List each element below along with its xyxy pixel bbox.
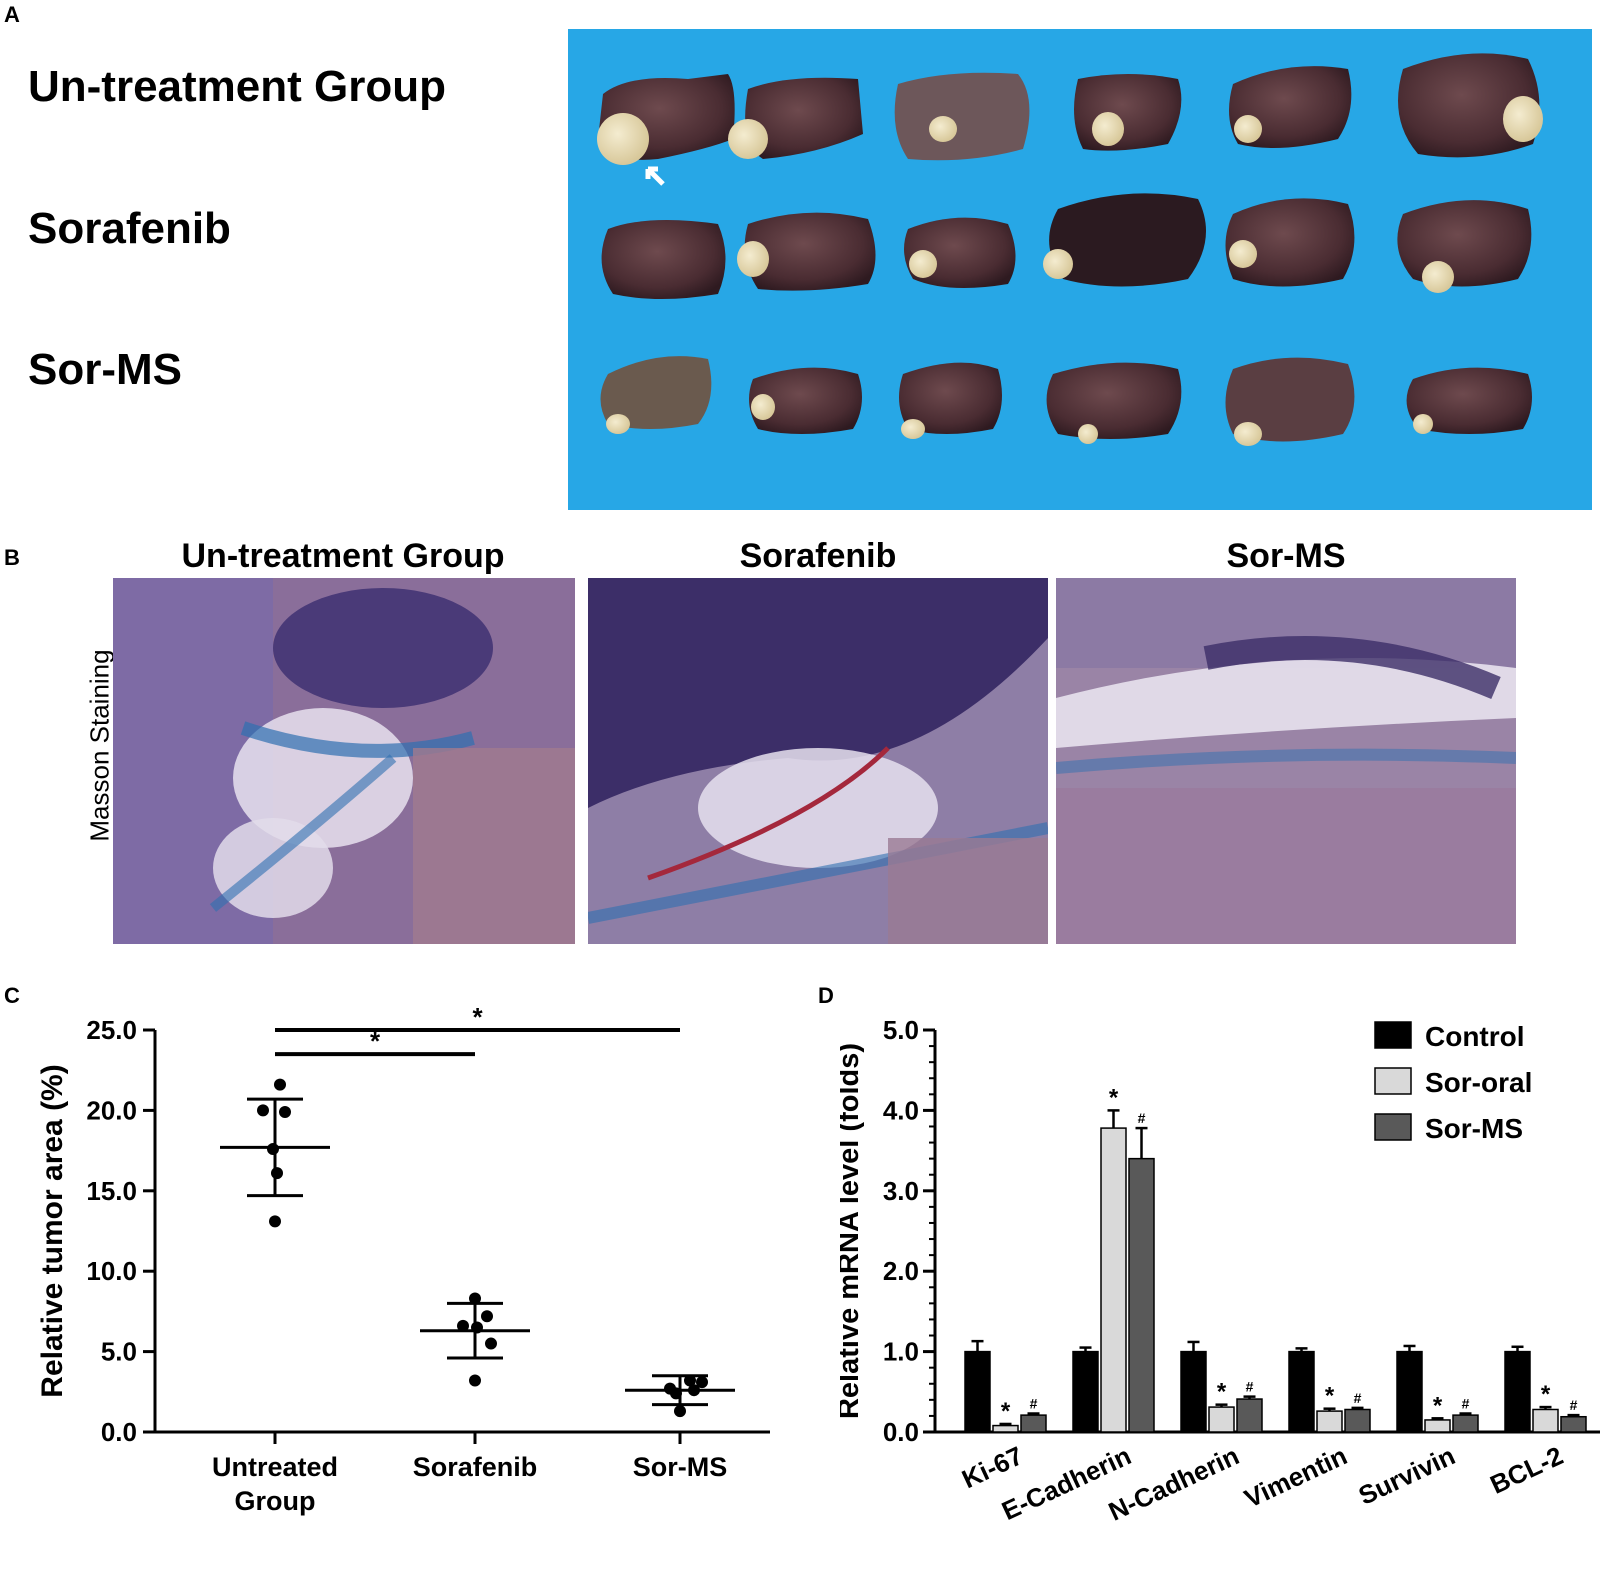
x-tick-label: Group bbox=[235, 1486, 316, 1516]
significance-mark: # bbox=[1462, 1396, 1470, 1412]
significance-mark: * bbox=[370, 1026, 381, 1056]
y-tick-label: 0.0 bbox=[101, 1417, 137, 1447]
data-point bbox=[457, 1319, 469, 1332]
data-point bbox=[696, 1376, 708, 1389]
legend-swatch bbox=[1374, 1021, 1412, 1049]
legend-label: Sor-oral bbox=[1425, 1067, 1532, 1098]
histology-image-sorafenib bbox=[588, 578, 1048, 944]
bar bbox=[1344, 1408, 1371, 1433]
y-tick-label: 20.0 bbox=[86, 1095, 137, 1125]
significance-mark: * bbox=[1325, 1383, 1335, 1410]
data-point bbox=[481, 1310, 493, 1323]
bar bbox=[1100, 1127, 1127, 1433]
y-tick-label: 10.0 bbox=[86, 1256, 137, 1286]
y-axis-label: Relative tumor area (%) bbox=[36, 1064, 69, 1397]
significance-mark: * bbox=[1217, 1379, 1227, 1406]
significance-mark: * bbox=[472, 1002, 483, 1032]
histology-title-untreated: Un-treatment Group bbox=[181, 537, 505, 575]
bar bbox=[1424, 1419, 1451, 1433]
histology-title-sorafenib: Sorafenib bbox=[739, 537, 897, 575]
x-tick-label: Ki-67 bbox=[957, 1440, 1027, 1494]
bar bbox=[1208, 1406, 1235, 1433]
group-label-untreated: Un-treatment Group bbox=[28, 62, 446, 111]
bar bbox=[1532, 1408, 1559, 1433]
data-point bbox=[469, 1374, 481, 1387]
y-tick-label: 2.0 bbox=[883, 1256, 919, 1286]
significance-mark: * bbox=[1001, 1398, 1011, 1425]
significance-mark: * bbox=[1541, 1381, 1551, 1408]
legend-swatch bbox=[1374, 1067, 1412, 1095]
bar bbox=[964, 1350, 991, 1433]
histology-title-sor-ms: Sor-MS bbox=[1226, 537, 1346, 575]
bar bbox=[992, 1424, 1019, 1433]
data-point bbox=[674, 1405, 686, 1418]
data-point bbox=[257, 1104, 269, 1117]
data-point bbox=[485, 1337, 497, 1350]
y-axis-label: Relative mRNA level (folds) bbox=[840, 1043, 865, 1419]
panel-letter-d: D bbox=[818, 983, 834, 1008]
y-tick-label: 1.0 bbox=[883, 1337, 919, 1367]
bar bbox=[1504, 1350, 1531, 1433]
bar bbox=[1072, 1350, 1099, 1433]
y-tick-label: 5.0 bbox=[101, 1337, 137, 1367]
data-point bbox=[267, 1142, 279, 1155]
significance-mark: # bbox=[1570, 1397, 1578, 1413]
mrna-level-bar-chart: 0.0 1.0 2.0 3.0 4.0 5.0 Relative mRNA level (f… bbox=[840, 1015, 1600, 1527]
histology-image-sor-ms bbox=[1056, 578, 1516, 944]
tumor-area-scatter-chart: 0.0 5.0 10.0 15.0 20.0 25.0 Relative tumor are… bbox=[36, 1002, 770, 1516]
liver-specimens-image bbox=[597, 53, 1543, 446]
y-tick-label: 4.0 bbox=[883, 1095, 919, 1125]
group-label-sorafenib: Sorafenib bbox=[28, 204, 231, 253]
masson-staining-label: Masson Staining bbox=[84, 649, 115, 842]
data-point bbox=[684, 1374, 696, 1387]
data-point bbox=[469, 1292, 481, 1305]
x-tick-label: Sorafenib bbox=[413, 1452, 538, 1482]
bar bbox=[1288, 1350, 1315, 1433]
x-tick-label: Sor-MS bbox=[633, 1452, 728, 1482]
bar bbox=[1560, 1415, 1587, 1433]
significance-mark: # bbox=[1246, 1379, 1254, 1395]
y-tick-label: 5.0 bbox=[883, 1015, 919, 1045]
significance-mark: * bbox=[1109, 1084, 1119, 1111]
arrow-icon bbox=[645, 166, 665, 186]
x-tick-label: BCL-2 bbox=[1485, 1440, 1567, 1500]
x-tick-label: Survivin bbox=[1354, 1440, 1460, 1511]
significance-mark: # bbox=[1030, 1396, 1038, 1412]
histology-image-untreated bbox=[113, 578, 575, 944]
bar bbox=[1128, 1157, 1155, 1433]
y-tick-label: 15.0 bbox=[86, 1176, 137, 1206]
significance-mark: # bbox=[1354, 1390, 1362, 1406]
y-tick-label: 0.0 bbox=[883, 1417, 919, 1447]
x-tick-label: Untreated bbox=[212, 1452, 338, 1482]
bar bbox=[1396, 1350, 1423, 1433]
group-label-sor-ms: Sor-MS bbox=[28, 345, 182, 394]
legend-swatch bbox=[1374, 1113, 1412, 1141]
panel-letter-c: C bbox=[4, 983, 20, 1008]
y-tick-label: 25.0 bbox=[86, 1015, 137, 1045]
bar bbox=[1236, 1398, 1263, 1433]
x-tick-label: Vimentin bbox=[1240, 1440, 1352, 1513]
significance-mark: * bbox=[1433, 1392, 1443, 1419]
legend-label: Sor-MS bbox=[1425, 1113, 1523, 1144]
y-tick-label: 3.0 bbox=[883, 1176, 919, 1206]
bar bbox=[1452, 1414, 1479, 1433]
panel-letter-b: B bbox=[4, 545, 20, 570]
bar bbox=[1316, 1410, 1343, 1433]
bar bbox=[1020, 1414, 1047, 1433]
data-point bbox=[279, 1106, 291, 1119]
significance-mark: # bbox=[1138, 1110, 1146, 1126]
bar bbox=[1180, 1350, 1207, 1433]
data-point bbox=[269, 1215, 281, 1228]
data-point bbox=[274, 1078, 286, 1091]
legend-label: Control bbox=[1425, 1021, 1525, 1052]
data-point bbox=[271, 1167, 283, 1180]
liver-specimens-photo bbox=[568, 29, 1592, 510]
panel-letter-a: A bbox=[4, 2, 20, 27]
